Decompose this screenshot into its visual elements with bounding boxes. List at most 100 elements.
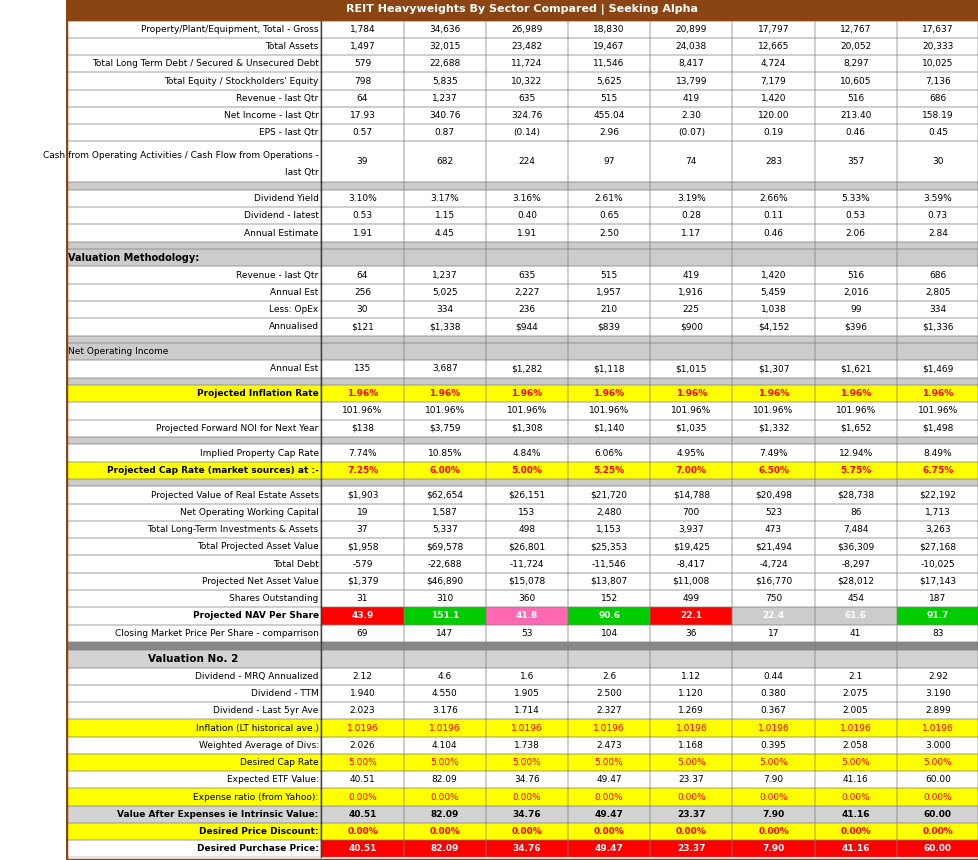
Bar xyxy=(732,437,814,445)
Bar xyxy=(321,38,403,55)
Bar xyxy=(567,141,649,182)
Bar xyxy=(732,249,814,267)
Bar xyxy=(403,642,485,650)
Bar xyxy=(649,38,732,55)
Bar xyxy=(814,107,896,124)
Bar xyxy=(649,335,732,343)
Bar xyxy=(896,267,978,284)
Bar xyxy=(814,720,896,737)
Bar xyxy=(814,182,896,190)
Bar xyxy=(896,318,978,335)
Bar xyxy=(567,573,649,590)
Text: $839: $839 xyxy=(597,322,620,331)
Text: 1,587: 1,587 xyxy=(431,508,457,517)
Bar xyxy=(403,702,485,720)
Bar xyxy=(896,343,978,360)
Bar xyxy=(403,301,485,318)
Bar xyxy=(732,521,814,538)
Bar xyxy=(567,124,649,141)
Bar xyxy=(896,182,978,190)
Bar xyxy=(66,301,321,318)
Text: 101.96%: 101.96% xyxy=(507,407,547,415)
Bar xyxy=(732,89,814,107)
Text: Desired Cap Rate: Desired Cap Rate xyxy=(240,758,319,767)
Bar xyxy=(485,771,567,789)
Text: 8.49%: 8.49% xyxy=(922,449,952,458)
Text: 3,263: 3,263 xyxy=(924,525,950,534)
Bar xyxy=(403,823,485,840)
Text: Annual Estimate: Annual Estimate xyxy=(244,229,319,237)
Bar xyxy=(403,504,485,521)
Text: 26,989: 26,989 xyxy=(511,25,542,34)
Bar xyxy=(321,72,403,89)
Bar xyxy=(485,556,567,573)
Bar xyxy=(485,224,567,242)
Bar xyxy=(66,720,321,737)
Bar xyxy=(321,224,403,242)
Bar xyxy=(66,124,321,141)
Text: 187: 187 xyxy=(928,594,946,603)
Text: Total Long Term Debt / Secured & Unsecured Debt: Total Long Term Debt / Secured & Unsecur… xyxy=(92,59,319,68)
Bar xyxy=(66,420,321,437)
Bar xyxy=(649,378,732,385)
Bar xyxy=(66,479,321,487)
Bar xyxy=(321,378,403,385)
Bar xyxy=(485,190,567,207)
Bar xyxy=(732,207,814,224)
Bar xyxy=(321,141,403,182)
Bar xyxy=(732,667,814,685)
Bar xyxy=(649,685,732,702)
Text: Expense ratio (from Yahoo):: Expense ratio (from Yahoo): xyxy=(194,793,319,802)
Text: 40.51: 40.51 xyxy=(348,810,377,819)
Bar xyxy=(567,21,649,38)
Text: $121: $121 xyxy=(351,322,374,331)
Bar xyxy=(321,754,403,771)
Bar xyxy=(567,38,649,55)
Bar xyxy=(567,224,649,242)
Bar xyxy=(403,823,485,840)
Bar xyxy=(403,242,485,249)
Text: (0.07): (0.07) xyxy=(677,128,704,138)
Text: 4.104: 4.104 xyxy=(431,740,457,750)
Bar xyxy=(649,624,732,642)
Text: 61.6: 61.6 xyxy=(844,611,866,620)
Bar xyxy=(649,242,732,249)
Text: 0.00%: 0.00% xyxy=(676,793,705,802)
Bar xyxy=(896,667,978,685)
Text: 1.6: 1.6 xyxy=(519,672,534,681)
Bar xyxy=(567,249,649,267)
Bar xyxy=(66,720,321,737)
Text: $1,498: $1,498 xyxy=(921,424,953,433)
Bar xyxy=(66,21,321,38)
Bar xyxy=(814,607,896,624)
Text: $69,578: $69,578 xyxy=(425,543,463,551)
Bar xyxy=(321,385,403,402)
Bar xyxy=(485,754,567,771)
Bar xyxy=(732,590,814,607)
Bar xyxy=(567,55,649,72)
Bar xyxy=(485,445,567,462)
Bar xyxy=(567,420,649,437)
Text: Desired Purchase Price:: Desired Purchase Price: xyxy=(197,845,319,853)
Text: 635: 635 xyxy=(517,94,535,103)
Text: 1.96%: 1.96% xyxy=(346,390,378,398)
Bar xyxy=(567,182,649,190)
Bar xyxy=(814,840,896,857)
Bar xyxy=(66,141,321,182)
Bar xyxy=(649,573,732,590)
Bar xyxy=(814,141,896,182)
Bar xyxy=(485,504,567,521)
Text: 34.76: 34.76 xyxy=(513,775,539,784)
Bar xyxy=(732,343,814,360)
Bar xyxy=(896,806,978,823)
Bar xyxy=(567,771,649,789)
Bar xyxy=(321,789,403,806)
Bar xyxy=(814,737,896,754)
Bar xyxy=(567,124,649,141)
Bar xyxy=(403,437,485,445)
Text: $21,720: $21,720 xyxy=(590,490,627,500)
Bar xyxy=(66,21,321,38)
Bar xyxy=(403,573,485,590)
Bar xyxy=(403,38,485,55)
Bar xyxy=(66,335,321,343)
